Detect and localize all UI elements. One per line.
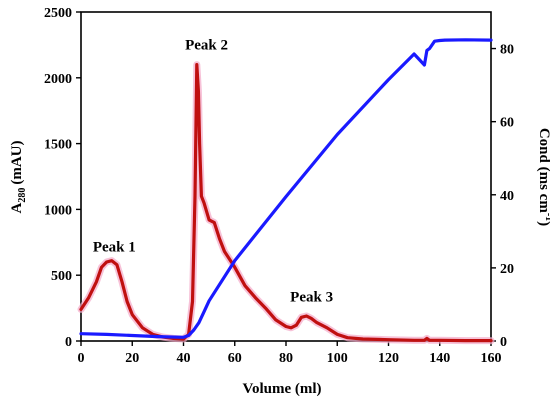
absorbance-line-halo — [77, 61, 495, 345]
peak-annotation: Peak 1 — [93, 240, 136, 256]
x-tick-label: 140 — [429, 351, 450, 366]
y-left-tick-label: 1000 — [44, 203, 72, 218]
x-tick-label: 60 — [228, 351, 242, 366]
left-axis-label-unit: (mAU) — [9, 141, 25, 185]
y-right-tick-label: 80 — [500, 43, 514, 58]
x-tick-label: 120 — [378, 351, 399, 366]
y-left-tick-label: 0 — [65, 335, 72, 350]
x-tick-label: 160 — [481, 351, 502, 366]
x-tick-label: 0 — [78, 351, 85, 366]
y-left-tick-label: 2000 — [44, 72, 72, 87]
x-tick-label: 20 — [125, 351, 139, 366]
y-right-tick-label: 60 — [500, 116, 514, 131]
left-axis-label-sub: 280 — [17, 188, 28, 203]
x-tick-label: 100 — [327, 351, 348, 366]
x-axis-ticks: 0 20 40 60 80 100 120 140 160 — [78, 341, 502, 366]
left-axis-label-main: A — [9, 203, 25, 214]
conductivity-line — [79, 38, 493, 339]
y-right-tick-label: 40 — [500, 189, 514, 204]
right-axis-label-sup: -1 — [543, 213, 550, 221]
annotation-group: Peak 1 Peak 2 Peak 3 — [93, 38, 333, 306]
series-group — [77, 38, 495, 345]
x-tick-label: 40 — [177, 351, 191, 366]
peak-annotation: Peak 3 — [290, 290, 333, 306]
x-tick-label: 80 — [279, 351, 293, 366]
y-left-tick-label: 2500 — [44, 6, 72, 21]
x-axis-label: Volume (ml) — [242, 381, 321, 397]
right-axis-label: Cond (ms cm-1) — [536, 128, 550, 226]
right-axis-ticks: 0 20 40 60 80 — [491, 43, 514, 350]
y-right-tick-label: 20 — [500, 262, 514, 277]
right-axis-label-close: ) — [536, 221, 550, 226]
absorbance-line — [79, 62, 493, 343]
y-left-tick-label: 500 — [51, 269, 72, 284]
left-axis-label: A280 (mAU) — [9, 141, 28, 214]
right-axis-label-main: Cond (ms cm — [536, 128, 550, 214]
y-right-tick-label: 0 — [500, 335, 507, 350]
plot-frame — [80, 11, 492, 342]
y-left-tick-label: 1500 — [44, 138, 72, 153]
peak-annotation: Peak 2 — [185, 38, 228, 54]
left-axis-ticks: 0 500 1000 1500 2000 2500 — [44, 6, 81, 350]
